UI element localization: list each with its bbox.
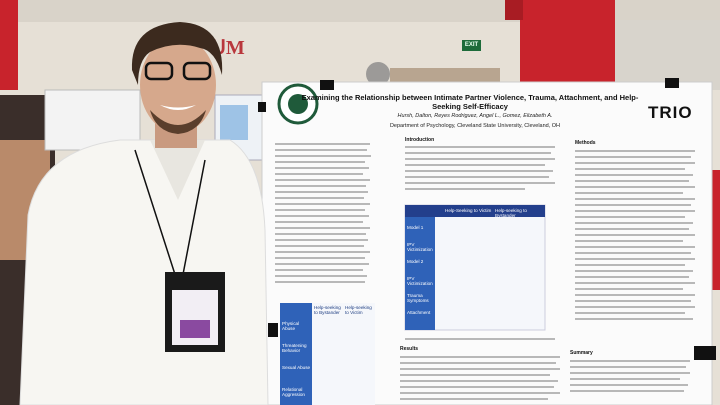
glasses	[144, 61, 174, 81]
badge-art	[180, 320, 210, 338]
table-row-label: Model 2	[407, 259, 424, 264]
red-pillar	[520, 0, 615, 88]
right-table-rows	[405, 217, 435, 330]
table-row-label: Relational Aggression	[282, 387, 305, 398]
collar	[150, 140, 205, 200]
poster-authors: Hursh, Dalton, Reyes Rodriguez, Angel L.…	[397, 113, 553, 119]
university-seal-center	[288, 94, 308, 114]
binder-clip	[665, 78, 679, 88]
background-head	[366, 62, 390, 86]
glasses	[182, 61, 212, 81]
table-row-label: IPV Victimization	[407, 242, 433, 253]
section-heading: Introduction	[405, 137, 435, 143]
body-text	[275, 143, 695, 400]
table-row-label: Attachment	[407, 310, 431, 315]
hair	[131, 22, 223, 85]
table-row-label: Model 1	[407, 225, 424, 230]
section-heading: Methods	[575, 140, 596, 146]
red-pillar	[0, 0, 18, 90]
exit-sign: EXIT	[462, 40, 481, 51]
table-header: Help-seeking to Victim	[345, 305, 372, 316]
table-row-label: Trauma Symptoms	[407, 293, 429, 304]
beard	[150, 110, 206, 134]
table-row-label: Threatening Behavior	[282, 343, 307, 354]
red-beam	[505, 0, 523, 20]
section-heading: Summary	[570, 350, 593, 356]
binder-clip	[694, 346, 716, 360]
binder-clip	[268, 323, 278, 337]
left-table-body	[312, 303, 375, 405]
section-heading: Results	[400, 346, 419, 352]
smile	[160, 105, 196, 110]
face	[140, 37, 216, 133]
background-poster-panel	[220, 105, 248, 140]
binder-clip	[258, 102, 266, 112]
table-header: Help-Seeking to Victim	[445, 208, 492, 213]
binder-clip	[320, 80, 334, 90]
left-table-labels: Help-seeking to Bystander Help-seeking to…	[280, 303, 375, 405]
trio-logo: TRIO	[648, 103, 693, 122]
table-row-label: Physical Abuse	[282, 321, 300, 332]
table-row-label: IPV Victimization	[407, 276, 433, 287]
right-table-header	[405, 205, 545, 217]
table-header: Help-seeking to Bystander	[314, 305, 341, 316]
table-header: Help-seeking to Bystander	[495, 208, 527, 219]
right-table-labels: Help-Seeking to Victim Help-seeking to By…	[405, 205, 545, 330]
table-row-label: Sexual Abuse	[282, 365, 311, 370]
poster-affiliation: Department of Psychology, Cleveland Stat…	[389, 123, 561, 129]
poster-title: Examining the Relationship between Intim…	[301, 93, 639, 111]
